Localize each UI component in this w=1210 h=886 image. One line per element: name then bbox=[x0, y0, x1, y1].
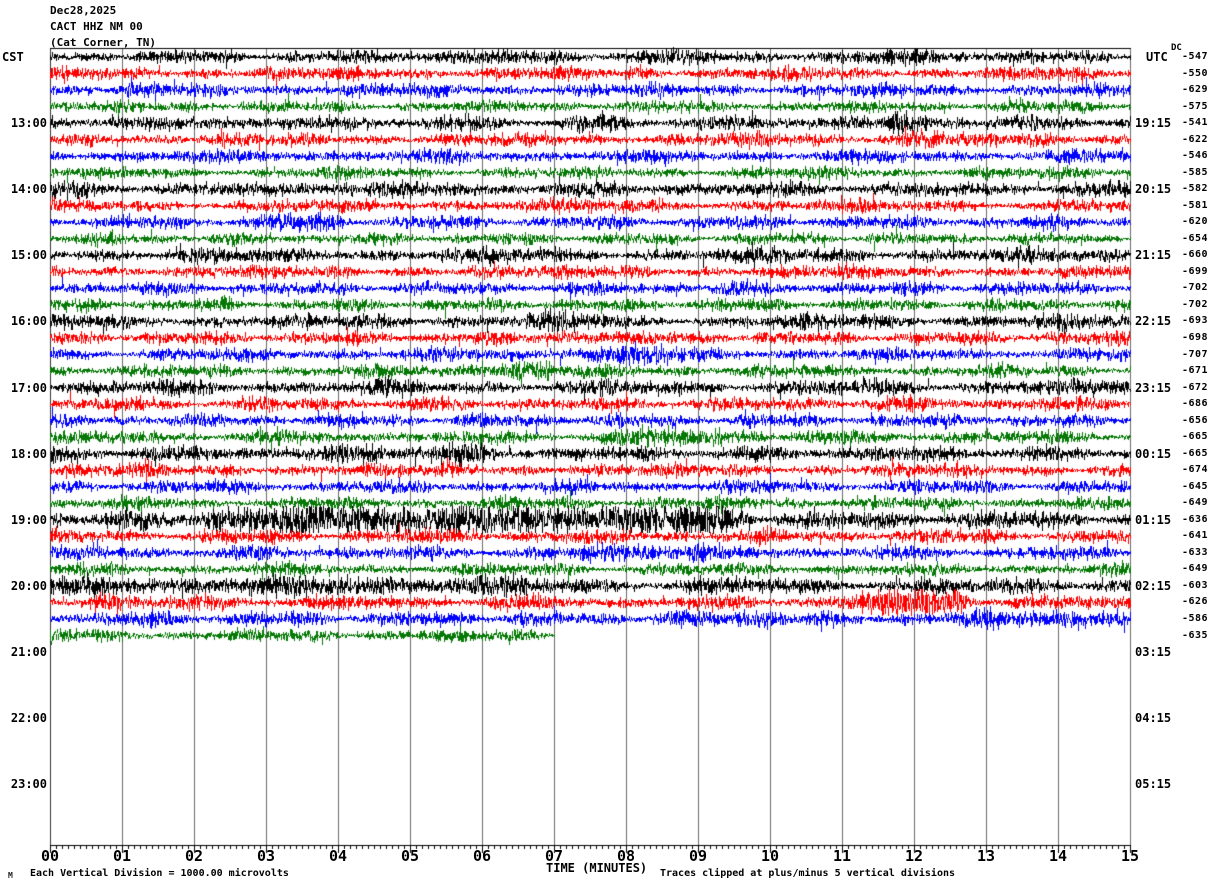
dc-offset-value: -654 bbox=[1182, 233, 1209, 244]
dc-offset-value: -585 bbox=[1182, 167, 1209, 178]
dc-offset-value: -702 bbox=[1182, 282, 1209, 293]
hour-label-cst: 21:00 bbox=[10, 645, 47, 659]
dc-offset-value: -582 bbox=[1182, 183, 1209, 194]
hour-label-utc: 03:15 bbox=[1135, 645, 1172, 659]
dc-offset-value: -649 bbox=[1182, 563, 1209, 574]
minute-tick-label: 12 bbox=[904, 847, 924, 865]
right-axis-header-utc: UTC bbox=[1146, 50, 1168, 64]
dc-offset-value: -636 bbox=[1182, 514, 1209, 525]
hour-label-cst: 15:00 bbox=[10, 248, 47, 262]
hour-label-utc: 05:15 bbox=[1135, 777, 1172, 791]
scale-footnote: Each Vertical Division = 1000.00 microvo… bbox=[30, 868, 289, 879]
dc-offset-value: -660 bbox=[1182, 249, 1209, 260]
dc-offset-value: -635 bbox=[1182, 630, 1209, 641]
hour-label-utc: 22:15 bbox=[1135, 314, 1172, 328]
minute-tick-label: 15 bbox=[1120, 847, 1140, 865]
title-station-code: CACT HHZ NM 00 bbox=[50, 20, 143, 33]
dc-offset-value: -699 bbox=[1182, 266, 1209, 277]
dc-offset-value: -671 bbox=[1182, 365, 1209, 376]
minute-tick-label: 05 bbox=[400, 847, 420, 865]
minute-tick-label: 03 bbox=[256, 847, 276, 865]
hour-label-cst: 17:00 bbox=[10, 381, 47, 395]
minute-tick-label: 11 bbox=[832, 847, 852, 865]
dc-offset-value: -629 bbox=[1182, 84, 1209, 95]
dc-offset-value: -698 bbox=[1182, 332, 1209, 343]
dc-offset-value: -649 bbox=[1182, 497, 1209, 508]
dc-offset-value: -547 bbox=[1182, 51, 1209, 62]
minute-tick-label: 00 bbox=[40, 847, 60, 865]
minute-tick-label: 02 bbox=[184, 847, 204, 865]
hour-label-cst: 20:00 bbox=[10, 579, 47, 593]
hour-label-cst: 16:00 bbox=[10, 314, 47, 328]
dc-offset-value: -641 bbox=[1182, 530, 1209, 541]
dc-offset-value: -707 bbox=[1182, 349, 1209, 360]
hour-label-cst: 13:00 bbox=[10, 116, 47, 130]
minute-tick-label: 07 bbox=[544, 847, 564, 865]
watermark-logo: M bbox=[8, 871, 13, 880]
title-station-name: (Cat Corner, TN) bbox=[50, 36, 156, 49]
hour-label-utc: 02:15 bbox=[1135, 579, 1172, 593]
dc-offset-value: -620 bbox=[1182, 216, 1209, 227]
hour-label-utc: 04:15 bbox=[1135, 711, 1172, 725]
dc-offset-value: -541 bbox=[1182, 117, 1209, 128]
dc-offset-value: -575 bbox=[1182, 101, 1209, 112]
dc-offset-value: -622 bbox=[1182, 134, 1209, 145]
minute-tick-label: 10 bbox=[760, 847, 780, 865]
dc-offset-value: -586 bbox=[1182, 613, 1209, 624]
minute-tick-label: 13 bbox=[976, 847, 996, 865]
hour-label-cst: 22:00 bbox=[10, 711, 47, 725]
dc-offset-value: -665 bbox=[1182, 431, 1209, 442]
dc-offset-value: -665 bbox=[1182, 448, 1209, 459]
dc-offset-header: DC bbox=[1171, 43, 1182, 53]
dc-offset-value: -603 bbox=[1182, 580, 1209, 591]
minute-tick-label: 08 bbox=[616, 847, 636, 865]
title-date: Dec28,2025 bbox=[50, 4, 117, 17]
dc-offset-value: -546 bbox=[1182, 150, 1209, 161]
dc-offset-value: -656 bbox=[1182, 415, 1209, 426]
dc-offset-value: -702 bbox=[1182, 299, 1209, 310]
dc-offset-value: -633 bbox=[1182, 547, 1209, 558]
hour-label-cst: 14:00 bbox=[10, 182, 47, 196]
clip-footnote: Traces clipped at plus/minus 5 vertical … bbox=[660, 868, 956, 879]
left-axis-header-cst: CST bbox=[2, 50, 24, 64]
hour-label-utc: 23:15 bbox=[1135, 381, 1172, 395]
dc-offset-value: -581 bbox=[1182, 200, 1209, 211]
minute-tick-label: 06 bbox=[472, 847, 492, 865]
hour-label-utc: 21:15 bbox=[1135, 248, 1172, 262]
hour-label-cst: 23:00 bbox=[10, 777, 47, 791]
minute-tick-label: 04 bbox=[328, 847, 348, 865]
dc-offset-value: -645 bbox=[1182, 481, 1209, 492]
x-axis-title: TIME (MINUTES) bbox=[546, 861, 648, 875]
minute-tick-label: 14 bbox=[1048, 847, 1068, 865]
hour-label-utc: 01:15 bbox=[1135, 513, 1172, 527]
dc-offset-value: -550 bbox=[1182, 68, 1209, 79]
minute-tick-label: 01 bbox=[112, 847, 132, 865]
dc-offset-value: -693 bbox=[1182, 315, 1209, 326]
hour-label-utc: 20:15 bbox=[1135, 182, 1172, 196]
dc-offset-value: -686 bbox=[1182, 398, 1209, 409]
dc-offset-value: -626 bbox=[1182, 596, 1209, 607]
dc-offset-value: -672 bbox=[1182, 382, 1209, 393]
hour-label-utc: 00:15 bbox=[1135, 447, 1172, 461]
hour-label-cst: 18:00 bbox=[10, 447, 47, 461]
hour-label-cst: 19:00 bbox=[10, 513, 47, 527]
dc-offset-value: -674 bbox=[1182, 464, 1209, 475]
minute-tick-label: 09 bbox=[688, 847, 708, 865]
hour-label-utc: 19:15 bbox=[1135, 116, 1172, 130]
